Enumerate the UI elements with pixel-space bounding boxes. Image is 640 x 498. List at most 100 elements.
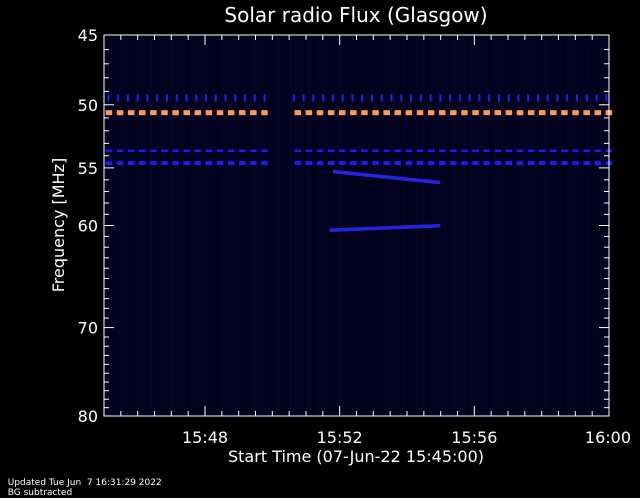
- band-dash: [461, 161, 468, 166]
- band-dash: [583, 110, 590, 116]
- noise-stripe: [199, 36, 201, 415]
- x-tick-label: 16:00: [585, 428, 631, 447]
- noise-stripe: [221, 36, 223, 415]
- noise-stripe: [541, 36, 543, 415]
- noise-stripe: [145, 36, 147, 415]
- noise-stripe: [513, 36, 515, 415]
- feature-point: [372, 174, 376, 178]
- band-dash: [172, 149, 179, 153]
- band-dash: [205, 161, 213, 166]
- feature-point: [402, 225, 406, 229]
- noise-stripe: [293, 36, 295, 415]
- noise-stripe: [365, 36, 367, 415]
- noise-stripe: [197, 36, 199, 415]
- feature-point: [437, 180, 441, 185]
- plot-area: [104, 35, 609, 416]
- band-tick: [312, 94, 315, 102]
- feature-point: [421, 179, 425, 183]
- noise-stripe: [503, 36, 505, 415]
- band-dash: [472, 149, 479, 153]
- band-dash: [594, 161, 602, 166]
- band-dash: [105, 161, 113, 166]
- band-dash: [483, 161, 490, 166]
- band-dash: [316, 161, 324, 166]
- noise-stripe: [545, 36, 547, 415]
- band-dash: [150, 149, 157, 153]
- noise-stripe: [495, 36, 497, 415]
- y-tick-label: 45: [78, 26, 98, 45]
- noise-stripe: [571, 36, 573, 415]
- noise-stripe: [475, 36, 477, 415]
- noise-stripe: [307, 36, 309, 415]
- feature-point: [353, 172, 357, 176]
- band-dash: [394, 110, 402, 116]
- band-tick: [595, 94, 598, 102]
- noise-stripe: [555, 36, 557, 415]
- band-dash: [116, 149, 124, 153]
- noise-stripe: [485, 36, 487, 415]
- feature-point: [380, 226, 384, 230]
- feature-point: [400, 176, 404, 181]
- noise-stripe: [225, 36, 227, 415]
- noise-stripe: [323, 36, 325, 415]
- band-dash: [305, 161, 313, 166]
- noise-stripe: [367, 36, 369, 415]
- band-dash: [294, 110, 302, 116]
- noise-stripe: [135, 36, 137, 415]
- noise-stripe: [577, 36, 579, 415]
- feature-point: [408, 177, 412, 182]
- noise-stripe: [119, 36, 121, 415]
- noise-stripe: [207, 36, 209, 415]
- noise-stripe: [127, 36, 129, 415]
- band-tick: [214, 94, 217, 102]
- band-dash: [183, 149, 190, 153]
- noise-stripe: [535, 36, 537, 415]
- noise-stripe: [181, 36, 183, 415]
- noise-stripe: [201, 36, 203, 415]
- feature-point: [423, 224, 427, 229]
- noise-stripe: [551, 36, 553, 415]
- feature-point: [411, 178, 415, 182]
- noise-stripe: [275, 36, 277, 415]
- noise-stripe: [525, 36, 527, 415]
- noise-stripe: [173, 36, 175, 415]
- feature-point: [413, 178, 417, 182]
- noise-stripe: [277, 36, 279, 415]
- band-tick: [185, 94, 188, 102]
- noise-stripe: [453, 36, 455, 415]
- noise-stripe: [229, 36, 231, 415]
- feature-point: [385, 175, 389, 179]
- band-dash: [527, 110, 535, 116]
- noise-stripe: [355, 36, 357, 415]
- noise-stripe: [305, 36, 307, 415]
- feature-point: [434, 224, 438, 228]
- noise-stripe: [331, 36, 333, 415]
- noise-stripe: [249, 36, 251, 415]
- band-dash: [239, 149, 246, 153]
- feature-point: [418, 224, 422, 229]
- noise-stripe: [375, 36, 377, 415]
- noise-stripe: [297, 36, 299, 415]
- noise-stripe: [317, 36, 319, 415]
- noise-stripe: [561, 36, 563, 415]
- band-dash: [250, 110, 257, 116]
- x-axis-label: Start Time (07-Jun-22 15:45:00): [228, 447, 484, 466]
- noise-stripe: [301, 36, 303, 415]
- band-tick: [253, 94, 256, 102]
- feature-point: [375, 226, 379, 231]
- band-tick: [449, 94, 452, 102]
- noise-stripe: [129, 36, 131, 415]
- feature-point: [343, 227, 347, 232]
- feature-point: [338, 170, 342, 175]
- x-tick-label: 15:52: [317, 428, 363, 447]
- noise-stripe: [467, 36, 469, 415]
- band-tick: [165, 94, 168, 102]
- band-dash: [472, 110, 479, 116]
- noise-stripe: [203, 36, 205, 415]
- noise-stripe: [315, 36, 317, 415]
- feature-point: [395, 176, 399, 180]
- noise-stripe: [363, 36, 365, 415]
- band-dash: [183, 110, 190, 116]
- noise-stripe: [563, 36, 565, 415]
- feature-point: [391, 225, 395, 230]
